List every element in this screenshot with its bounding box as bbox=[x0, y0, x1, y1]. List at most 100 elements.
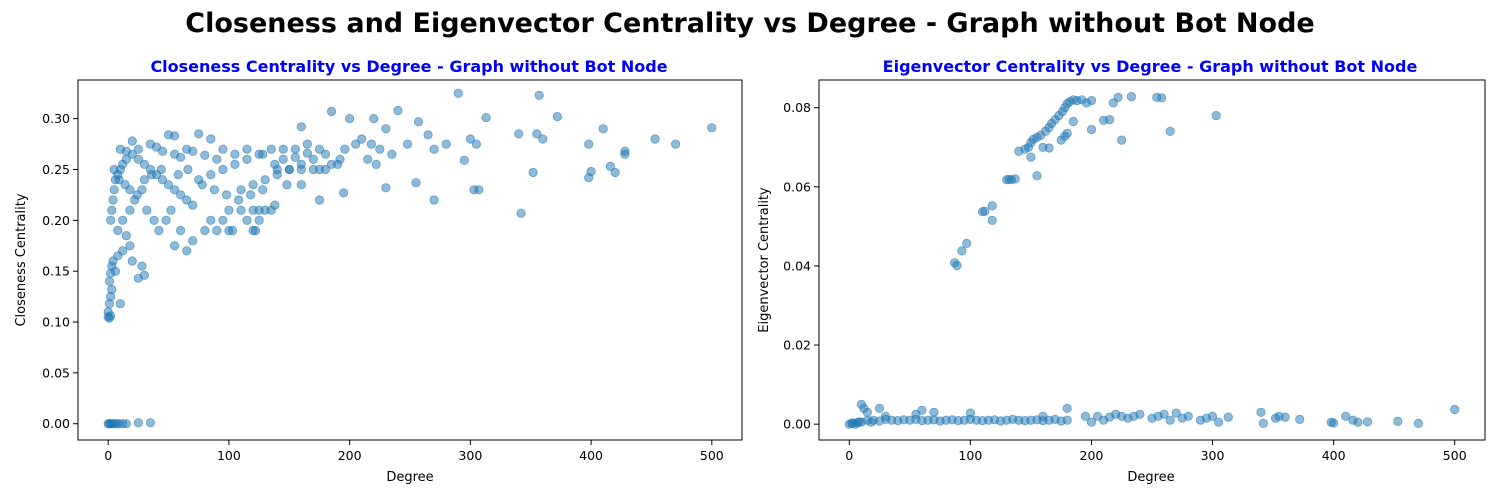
closeness-point-184 bbox=[114, 175, 124, 185]
closeness-x-tick-label: 500 bbox=[700, 448, 724, 463]
closeness-point-175 bbox=[133, 144, 143, 154]
eigenvector-x-tick-label: 300 bbox=[1201, 448, 1225, 463]
closeness-point-59 bbox=[154, 225, 164, 236]
closeness-point-35 bbox=[109, 185, 119, 195]
closeness-point-26 bbox=[127, 256, 137, 266]
closeness-point-160 bbox=[538, 134, 548, 144]
closeness-point-162 bbox=[584, 139, 594, 149]
eigenvector-point-128 bbox=[1062, 128, 1072, 138]
eigenvector-x-tick-label: 400 bbox=[1322, 448, 1346, 463]
closeness-y-tick-label: 0.00 bbox=[42, 416, 70, 431]
closeness-point-171 bbox=[670, 139, 681, 149]
closeness-point-90 bbox=[248, 225, 258, 236]
closeness-point-190 bbox=[156, 164, 166, 175]
closeness-point-144 bbox=[296, 180, 306, 190]
closeness-point-131 bbox=[441, 139, 451, 149]
closeness-point-17 bbox=[107, 284, 117, 295]
closeness-point-124 bbox=[344, 114, 355, 124]
eigenvector-point-130 bbox=[1086, 124, 1097, 135]
closeness-point-172 bbox=[707, 123, 717, 133]
closeness-point-156 bbox=[516, 208, 526, 218]
closeness-point-122 bbox=[296, 122, 306, 132]
closeness-point-49 bbox=[176, 190, 186, 200]
eigenvector-point-83 bbox=[1413, 418, 1424, 428]
eigenvector-point-43 bbox=[917, 405, 927, 415]
closeness-y-tick-label: 0.30 bbox=[42, 111, 70, 126]
eigenvector-point-75 bbox=[1295, 414, 1305, 424]
eigenvector-point-129 bbox=[1068, 116, 1078, 127]
closeness-point-58 bbox=[149, 215, 159, 225]
closeness-point-182 bbox=[212, 154, 222, 164]
closeness-point-65 bbox=[170, 131, 180, 141]
closeness-point-80 bbox=[218, 215, 228, 225]
eigenvector-point-131 bbox=[1086, 96, 1097, 106]
closeness-point-23 bbox=[110, 266, 121, 276]
closeness-point-192 bbox=[183, 164, 193, 175]
closeness-point-51 bbox=[188, 200, 198, 210]
closeness-y-ticks: 0.00 0.05 0.10 0.15 0.20 0.25 0.30 bbox=[42, 111, 78, 431]
eigenvector-y-tick-label: 0.04 bbox=[783, 258, 811, 273]
closeness-chart: Closeness Centrality vs Degree - Graph w… bbox=[14, 57, 743, 485]
closeness-point-67 bbox=[206, 134, 216, 144]
eigenvector-point-136 bbox=[1117, 135, 1127, 145]
closeness-point-98 bbox=[266, 144, 276, 154]
closeness-point-187 bbox=[132, 190, 142, 200]
closeness-x-tick-label: 100 bbox=[217, 448, 241, 463]
closeness-point-18 bbox=[104, 276, 115, 286]
closeness-point-139 bbox=[375, 144, 385, 154]
closeness-point-199 bbox=[270, 200, 280, 210]
closeness-point-157 bbox=[528, 167, 538, 178]
closeness-point-134 bbox=[351, 139, 361, 149]
closeness-y-tick-label: 0.10 bbox=[42, 315, 70, 330]
closeness-point-133 bbox=[340, 144, 350, 154]
closeness-point-31 bbox=[121, 231, 131, 241]
closeness-y-tick-label: 0.15 bbox=[42, 264, 70, 279]
closeness-point-129 bbox=[423, 130, 433, 140]
closeness-point-75 bbox=[170, 241, 180, 251]
closeness-point-169 bbox=[620, 146, 630, 156]
closeness-point-22 bbox=[115, 299, 125, 309]
closeness-point-136 bbox=[363, 154, 373, 164]
eigenvector-point-45 bbox=[965, 408, 976, 418]
closeness-point-174 bbox=[121, 146, 131, 156]
closeness-point-120 bbox=[302, 148, 312, 158]
closeness-point-103 bbox=[248, 180, 258, 190]
eigenvector-point-139 bbox=[1157, 93, 1167, 103]
closeness-point-79 bbox=[206, 215, 216, 225]
eigenvector-point-44 bbox=[929, 407, 939, 417]
eigenvector-x-axis-label: Degree bbox=[1127, 470, 1174, 485]
eigenvector-y-axis-label: Eigenvector Centrality bbox=[757, 187, 772, 333]
eigenvector-y-tick-label: 0.08 bbox=[783, 100, 811, 115]
closeness-point-14 bbox=[103, 307, 113, 317]
eigenvector-point-67 bbox=[1207, 411, 1218, 421]
closeness-point-48 bbox=[170, 185, 180, 195]
eigenvector-point-88 bbox=[854, 417, 864, 427]
closeness-point-201 bbox=[270, 159, 280, 169]
closeness-point-149 bbox=[465, 134, 475, 144]
eigenvector-x-tick-label: 500 bbox=[1443, 448, 1467, 463]
closeness-point-108 bbox=[308, 154, 318, 164]
closeness-point-9 bbox=[133, 418, 143, 428]
closeness-point-154 bbox=[474, 185, 484, 195]
eigenvector-point-92 bbox=[957, 246, 967, 256]
closeness-point-128 bbox=[413, 117, 424, 127]
closeness-point-76 bbox=[200, 225, 210, 236]
closeness-point-180 bbox=[188, 146, 198, 156]
closeness-point-69 bbox=[218, 144, 228, 154]
eigenvector-point-141 bbox=[1211, 111, 1221, 121]
closeness-points bbox=[103, 88, 717, 429]
eigenvector-point-91 bbox=[952, 260, 962, 271]
closeness-point-194 bbox=[209, 185, 219, 195]
eigenvector-point-135 bbox=[1113, 92, 1123, 103]
closeness-point-100 bbox=[290, 144, 300, 154]
closeness-point-132 bbox=[335, 154, 345, 164]
closeness-plot-frame bbox=[77, 79, 743, 441]
closeness-point-193 bbox=[197, 180, 207, 190]
eigenvector-point-57 bbox=[1135, 409, 1145, 419]
eigenvector-point-96 bbox=[987, 201, 997, 211]
eigenvector-y-tick-label: 0.02 bbox=[783, 338, 811, 353]
closeness-point-77 bbox=[212, 225, 222, 236]
eigenvector-point-80 bbox=[1353, 417, 1363, 427]
closeness-point-50 bbox=[182, 195, 192, 205]
